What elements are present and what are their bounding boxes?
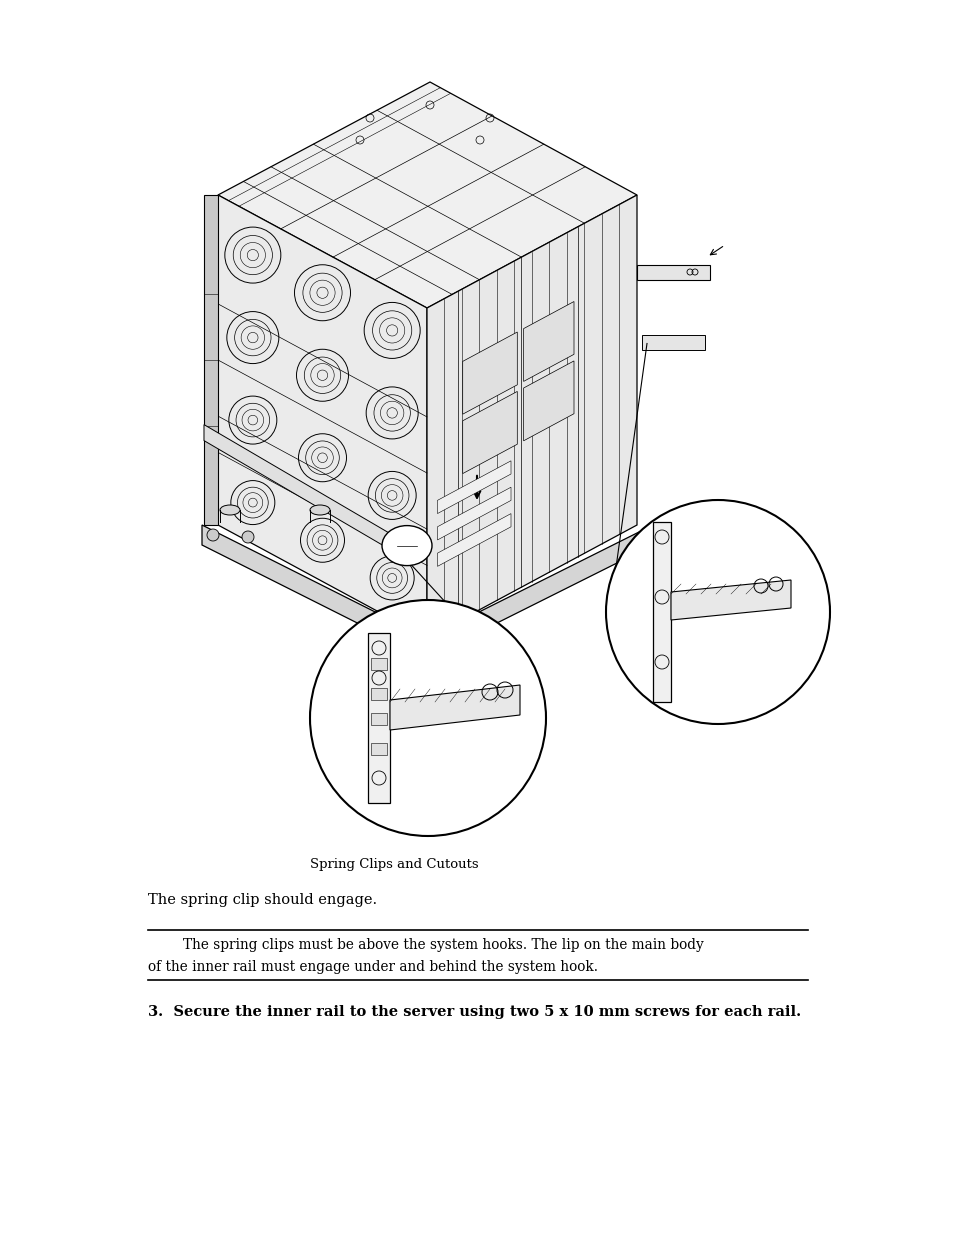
Polygon shape <box>670 580 790 620</box>
Circle shape <box>605 500 829 724</box>
Polygon shape <box>204 195 218 525</box>
Polygon shape <box>523 301 574 382</box>
Polygon shape <box>202 525 652 658</box>
Polygon shape <box>652 522 670 701</box>
Text: The spring clips must be above the system hooks. The lip on the main body: The spring clips must be above the syste… <box>148 939 703 952</box>
Polygon shape <box>462 332 517 414</box>
Polygon shape <box>371 713 387 725</box>
Text: Spring Clips and Cutouts: Spring Clips and Cutouts <box>310 858 478 871</box>
Text: of the inner rail must engage under and behind the system hook.: of the inner rail must engage under and … <box>148 960 598 974</box>
Polygon shape <box>218 82 637 308</box>
Polygon shape <box>437 461 511 514</box>
Polygon shape <box>371 743 387 755</box>
Polygon shape <box>371 658 387 671</box>
Ellipse shape <box>381 526 432 566</box>
Polygon shape <box>437 514 511 567</box>
Polygon shape <box>437 487 511 540</box>
Circle shape <box>242 531 253 543</box>
Polygon shape <box>371 688 387 700</box>
Ellipse shape <box>310 505 330 515</box>
Polygon shape <box>204 425 396 553</box>
Polygon shape <box>368 634 390 803</box>
Circle shape <box>310 600 545 836</box>
Ellipse shape <box>220 505 240 515</box>
Polygon shape <box>641 335 704 350</box>
Polygon shape <box>427 195 637 638</box>
Polygon shape <box>462 391 517 473</box>
Circle shape <box>207 529 219 541</box>
Polygon shape <box>390 685 519 730</box>
Text: The spring clip should engage.: The spring clip should engage. <box>148 893 376 906</box>
Polygon shape <box>637 266 709 280</box>
Polygon shape <box>523 361 574 441</box>
Text: 3.  Secure the inner rail to the server using two 5 x 10 mm screws for each rail: 3. Secure the inner rail to the server u… <box>148 1005 801 1019</box>
Polygon shape <box>218 195 427 638</box>
